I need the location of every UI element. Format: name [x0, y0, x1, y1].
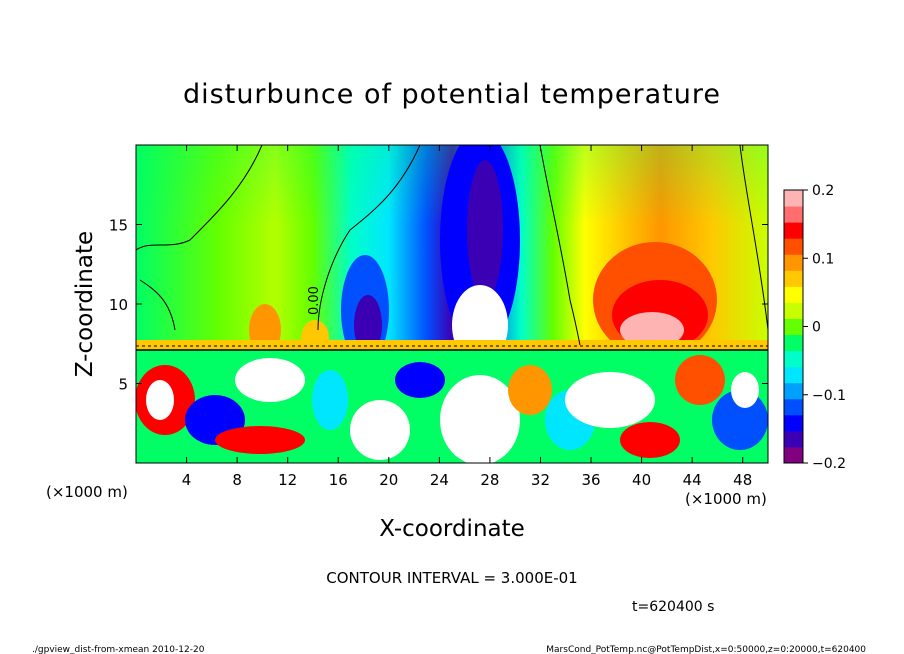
colorbar-segment	[784, 382, 803, 400]
x-tick-label: 48	[733, 471, 752, 489]
y-axis: 5 10 15	[109, 217, 768, 394]
colorbar-segment	[784, 286, 803, 303]
colorbar-segment	[784, 206, 803, 223]
contour-interval-text: CONTOUR INTERVAL = 3.000E-01	[326, 569, 577, 587]
colorbar-segment	[784, 334, 803, 352]
colorbar-tick-label: 0.2	[812, 183, 834, 199]
contour-label: 0.00	[307, 286, 322, 315]
y-axis-label: Z-coordinate	[72, 231, 98, 377]
x-tick-label: 36	[581, 471, 600, 489]
colorbar-segment	[784, 190, 803, 207]
colorbar-segment	[784, 398, 803, 416]
lower-layer-blobs	[136, 355, 768, 463]
colorbar-tick-label: −0.1	[812, 388, 846, 404]
colorbar-tick-label: −0.2	[812, 456, 846, 472]
colorbar-segment	[784, 302, 803, 319]
chart-title: disturbunce of potential temperature	[183, 79, 721, 110]
colorbar-segment	[784, 414, 803, 432]
x-tick-label: 20	[379, 471, 398, 489]
x-axis: 4 8 12 16 20 24 28 32 36 40 44 48	[182, 145, 752, 489]
x-tick-label: 44	[683, 471, 702, 489]
cold-column-core	[467, 160, 503, 300]
x-tick-label: 4	[182, 471, 192, 489]
contour-lines	[136, 145, 768, 351]
x-tick-label: 16	[329, 471, 348, 489]
colorbar-segment	[784, 350, 803, 368]
x-tick-label: 12	[278, 471, 297, 489]
x-tick-label: 28	[480, 471, 499, 489]
x-axis-label: X-coordinate	[379, 516, 525, 542]
x-tick-label: 40	[632, 471, 651, 489]
colorbar-tick-label: 0	[812, 320, 821, 336]
colorbar-segment	[784, 238, 803, 255]
x-tick-label: 32	[531, 471, 550, 489]
x-tick-label: 8	[232, 471, 242, 489]
colorbar-tick-label: 0.1	[812, 251, 834, 267]
y-tick-label: 5	[118, 376, 128, 394]
colorbar-segment	[784, 318, 803, 336]
y-tick-label: 15	[109, 217, 128, 235]
colorbar: 0.2 0.1 0 −0.1 −0.2	[783, 183, 846, 472]
colorbar-segment	[784, 270, 803, 287]
footer-right: MarsCond_PotTemp.nc@PotTempDist,x=0:5000…	[546, 645, 866, 654]
y-tick-label: 10	[109, 296, 128, 314]
x-unit-label-right: (×1000 m)	[685, 490, 767, 508]
colorbar-segment	[784, 254, 803, 271]
colorbar-segment	[784, 446, 803, 464]
time-label: t=620400 s	[632, 599, 714, 615]
colorbar-segment	[784, 430, 803, 448]
warm-plume-peak	[620, 312, 684, 348]
colorbar-segment	[784, 366, 803, 384]
heatmap-field: 0.00	[136, 145, 768, 463]
x-unit-label-left: (×1000 m)	[46, 483, 128, 501]
boundary-band	[136, 340, 768, 350]
colorbar-segment	[784, 222, 803, 239]
footer-left: ./gpview_dist-from-xmean 2010-12-20	[32, 645, 205, 654]
x-tick-label: 24	[430, 471, 449, 489]
